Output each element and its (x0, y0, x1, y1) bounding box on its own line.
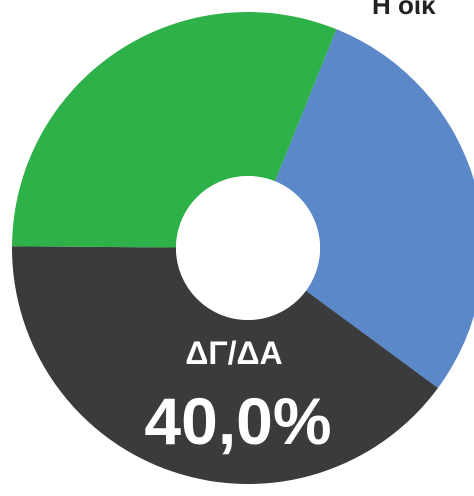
labels: ΔΓ/ΔΑ 40,0% (144, 335, 331, 458)
chart-title: Η οικ (372, 0, 436, 20)
donut-hole (176, 176, 320, 320)
category-label: ΔΓ/ΔΑ (185, 335, 282, 371)
slice (11, 246, 438, 484)
slice (274, 29, 474, 389)
slice (12, 11, 337, 248)
slices (11, 11, 474, 484)
value-label: 40,0% (144, 384, 331, 458)
